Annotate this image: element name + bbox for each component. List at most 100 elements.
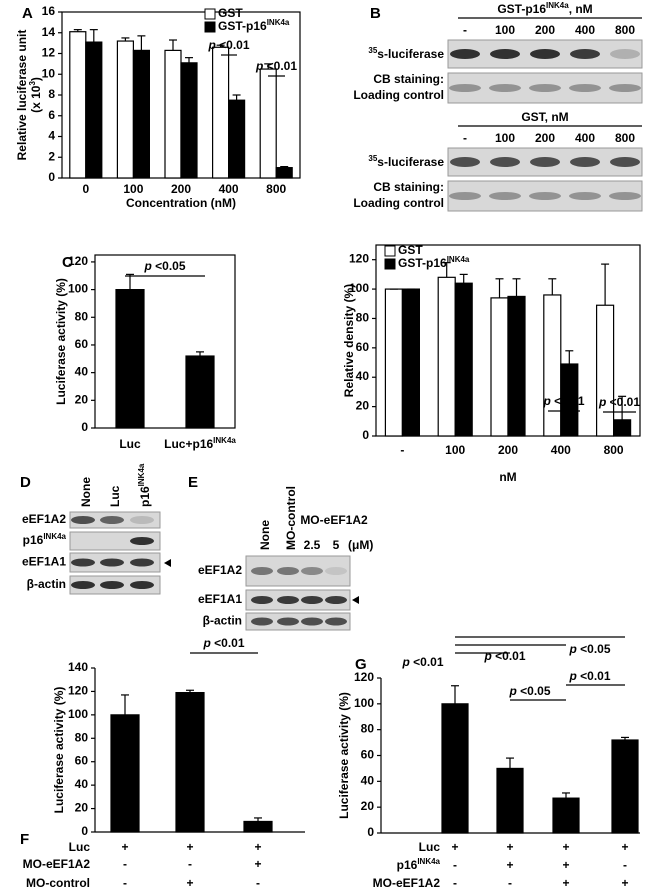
dose-label: 2.5 xyxy=(304,538,321,552)
significance-label: p <0.01 xyxy=(483,649,525,663)
x-tick-label: 400 xyxy=(551,443,571,457)
blot-row-label: β-actin xyxy=(203,614,242,628)
blot-band xyxy=(100,558,124,567)
x-tick-label: 800 xyxy=(266,182,286,196)
blot-row-label: Loading control xyxy=(353,196,444,210)
bar xyxy=(552,797,580,834)
y-tick-label: 60 xyxy=(356,340,370,354)
band-arrow xyxy=(352,596,359,604)
legend-label: GST xyxy=(398,243,423,257)
condition-label: MO-control xyxy=(26,876,90,890)
blot-band xyxy=(489,84,521,92)
plot-frame xyxy=(94,254,236,429)
blot-band xyxy=(610,49,640,59)
error-bar xyxy=(137,35,146,51)
blot-band xyxy=(450,157,480,167)
error-bar xyxy=(254,817,262,822)
blot-band xyxy=(570,49,600,59)
condition-mark: + xyxy=(621,840,628,854)
legend-swatch xyxy=(384,245,396,257)
condition-mark: + xyxy=(506,840,513,854)
condition-mark: + xyxy=(562,876,569,890)
blot-band xyxy=(569,192,601,200)
bar xyxy=(243,820,273,833)
blot-band xyxy=(251,617,273,626)
error-bar xyxy=(121,694,129,715)
blot-row-label: eEF1A2 xyxy=(22,512,66,526)
bar xyxy=(175,691,205,833)
y-tick-label: 40 xyxy=(356,369,370,383)
y-tick-label: 0 xyxy=(81,824,88,838)
condition-mark: + xyxy=(562,840,569,854)
y-tick-label: 80 xyxy=(75,309,89,323)
bar xyxy=(259,68,277,179)
error-bar xyxy=(562,792,570,799)
blot-strip xyxy=(447,72,643,104)
significance-label: p <0.01 xyxy=(542,394,584,408)
y-tick-label: 14 xyxy=(42,25,56,39)
blot-band xyxy=(449,84,481,92)
blot-band xyxy=(130,581,154,589)
y-tick-label: 120 xyxy=(349,252,369,266)
error-bar xyxy=(459,273,468,284)
legend-swatch xyxy=(204,8,216,20)
error-bar xyxy=(89,29,98,43)
blot-band xyxy=(277,567,299,575)
bar xyxy=(69,31,87,179)
dose-label: 5 xyxy=(333,538,340,552)
panel-label: D xyxy=(20,474,31,491)
y-axis-label: Relative density (%) xyxy=(342,284,356,397)
blot-band xyxy=(277,617,299,626)
y-tick-label: 12 xyxy=(42,46,56,60)
condition-mark: + xyxy=(562,858,569,872)
y-tick-label: 120 xyxy=(68,254,88,268)
lane-label: Luc xyxy=(108,485,122,507)
significance-label: p <0.01 xyxy=(202,636,244,650)
error-bar xyxy=(264,63,273,70)
blot-band xyxy=(130,537,154,545)
blot-band xyxy=(450,49,480,59)
condition-mark: + xyxy=(186,876,193,890)
blot-band xyxy=(530,157,560,167)
error-bar xyxy=(621,736,629,740)
legend-swatch xyxy=(384,258,396,270)
y-tick-label: 10 xyxy=(42,66,56,80)
lane-label: - xyxy=(463,131,467,145)
bar xyxy=(275,167,293,179)
lane-label: 100 xyxy=(495,23,515,37)
bar xyxy=(116,40,135,179)
error-bar xyxy=(73,29,82,32)
y-tick-label: 20 xyxy=(75,801,89,815)
y-tick-label: 0 xyxy=(81,420,88,434)
error-bar xyxy=(512,278,521,297)
blot-band xyxy=(490,49,520,59)
blot-band xyxy=(569,84,601,92)
y-tick-label: 60 xyxy=(75,337,89,351)
x-axis-label: nM xyxy=(499,470,516,484)
error-bar xyxy=(196,351,204,357)
blot-band xyxy=(71,516,95,524)
y-tick-label: 4 xyxy=(48,129,55,143)
y-tick-label: 0 xyxy=(48,170,55,184)
bar xyxy=(132,49,150,179)
blot-band xyxy=(609,84,641,92)
blot-row-label: 35s-luciferase xyxy=(368,46,444,62)
y-tick-label: 120 xyxy=(354,670,374,684)
blot-band xyxy=(325,617,347,626)
bar xyxy=(228,99,246,179)
panel-label: G xyxy=(355,656,367,673)
blot-row-label: eEF1A1 xyxy=(22,555,66,569)
blot-row-label: β-actin xyxy=(27,577,66,591)
error-bar xyxy=(169,39,177,51)
significance-label: p <0.01 xyxy=(568,669,610,683)
bar xyxy=(437,276,456,437)
blot-strip xyxy=(69,531,161,551)
blot-band xyxy=(490,157,520,167)
blot-band xyxy=(529,84,561,92)
condition-mark: + xyxy=(186,840,193,854)
lane-label: 200 xyxy=(535,23,555,37)
y-axis-label: Luciferase activity (%) xyxy=(52,687,66,814)
condition-mark: - xyxy=(623,858,627,872)
error-bar xyxy=(601,263,610,306)
panel-label: B xyxy=(370,5,381,22)
